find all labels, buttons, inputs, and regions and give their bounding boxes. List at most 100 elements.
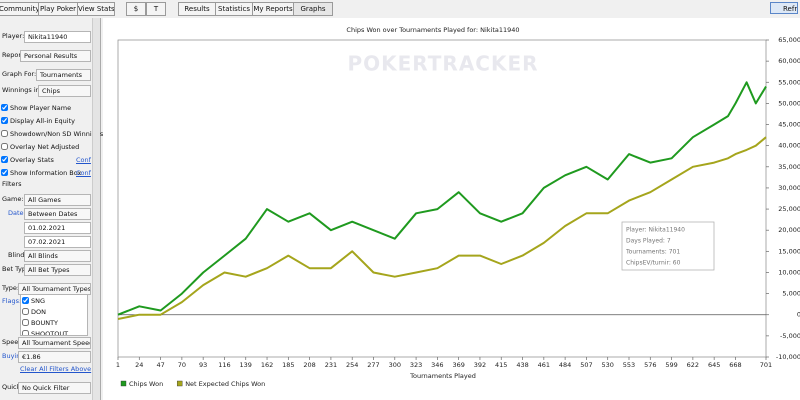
y-tick-label: 50,000 (778, 99, 800, 107)
checkbox-label: SHOOTOUT (31, 329, 69, 336)
dropdown[interactable]: All Games (24, 194, 91, 206)
checkbox[interactable] (1, 117, 8, 124)
label: Quick: (2, 383, 23, 391)
x-tick-label: 530 (601, 361, 613, 369)
checkbox-row: BOUNTY (22, 317, 58, 328)
sidebar: Player: Nikita11940 Report: Personal Res… (0, 18, 103, 400)
label: Date: (8, 209, 26, 217)
y-tick-label: -5,000 (780, 332, 800, 340)
tab-button[interactable]: Results (178, 2, 216, 16)
x-tick-label: 70 (178, 361, 186, 369)
checkbox[interactable] (22, 330, 29, 335)
y-tick-label: 5,000 (782, 290, 800, 298)
label: Buyin: (2, 352, 23, 360)
field[interactable]: €1.86 (18, 351, 91, 363)
checkbox[interactable] (1, 130, 8, 137)
date-field[interactable]: 01.02.2021 (24, 222, 91, 234)
scrollbar[interactable] (92, 18, 100, 400)
label: Bet Type: (2, 265, 33, 273)
info-line: Player: Nikita11940 (626, 227, 685, 234)
y-tick-label: 65,000 (778, 36, 800, 44)
y-tick-label: 45,000 (778, 121, 800, 129)
toolbar-button[interactable]: Play Poker (38, 2, 78, 16)
checkbox[interactable] (1, 143, 8, 150)
dropdown[interactable]: Chips (38, 85, 91, 97)
x-tick-label: 438 (516, 361, 528, 369)
label: Speed: (2, 338, 25, 346)
checkbox-row: Overlay Net Adjusted (1, 141, 79, 152)
dropdown[interactable]: Between Dates (24, 208, 91, 220)
currency-button[interactable]: T (146, 2, 166, 16)
toolbar-button[interactable]: Community (0, 2, 40, 16)
checkbox[interactable] (1, 104, 8, 111)
checkbox-row: DON (22, 306, 46, 317)
y-tick-label: 0 (797, 311, 800, 319)
x-tick-label: 208 (303, 361, 315, 369)
toolbar-button[interactable]: View Stats (77, 2, 115, 16)
checkbox[interactable] (22, 297, 29, 304)
x-tick-label: 553 (623, 361, 635, 369)
x-tick-label: 1 (116, 361, 120, 369)
clear-link[interactable]: Clear All Filters Above (20, 365, 92, 373)
y-tick-label: 40,000 (778, 142, 800, 150)
x-tick-label: 645 (708, 361, 720, 369)
y-tick-label: 10,000 (778, 268, 800, 276)
series-line (117, 136, 767, 320)
dropdown[interactable]: All Tournament Speeds (18, 337, 91, 349)
checkbox[interactable] (22, 308, 29, 315)
y-tick-label: 15,000 (778, 247, 800, 255)
tab-button[interactable]: My Reports (252, 2, 294, 16)
tab-button[interactable]: Statistics (215, 2, 253, 16)
label: Game: (2, 195, 24, 203)
dropdown[interactable]: All Bet Types (24, 264, 91, 276)
chart: Chips Won over Tournaments Played for: N… (103, 18, 800, 400)
checkbox-label: Show Information Box (10, 168, 82, 177)
x-tick-label: 93 (199, 361, 207, 369)
checkbox-row: Showdown/Non SD Winnings (1, 128, 103, 139)
x-tick-label: 599 (665, 361, 677, 369)
x-tick-label: 668 (729, 361, 741, 369)
x-tick-label: 162 (261, 361, 273, 369)
y-tick-label: 60,000 (778, 57, 800, 65)
checkbox-row: SNG (22, 295, 45, 306)
label: Winnings in: (2, 86, 42, 94)
checkbox[interactable] (1, 156, 8, 163)
info-line: Tournaments: 701 (625, 249, 680, 256)
x-tick-label: 47 (156, 361, 164, 369)
dropdown[interactable]: All Blinds (24, 250, 91, 262)
x-tick-label: 415 (495, 361, 507, 369)
config-link[interactable]: Conf (76, 155, 91, 164)
label: Report: (2, 51, 26, 59)
checkbox-label: SNG (31, 296, 46, 305)
label: Type: (2, 284, 20, 292)
checkbox[interactable] (22, 319, 29, 326)
tab-button[interactable]: Graphs (293, 2, 333, 16)
label: Flags: (2, 297, 22, 305)
x-tick-label: 507 (580, 361, 592, 369)
plot-area (117, 39, 767, 358)
chart-title: Chips Won over Tournaments Played for: N… (346, 26, 519, 34)
refresh-button[interactable]: Refresh (770, 2, 798, 14)
x-tick-label: 701 (760, 361, 772, 369)
checkbox-label: Overlay Stats (10, 155, 54, 164)
checkbox-label: Overlay Net Adjusted (10, 142, 80, 151)
config-link[interactable]: Conf (76, 168, 91, 177)
dropdown[interactable]: No Quick Filter (18, 382, 91, 394)
date-field[interactable]: 07.02.2021 (24, 236, 91, 248)
checkbox-label: Showdown/Non SD Winnings (10, 129, 104, 138)
dropdown[interactable]: Nikita11940 (24, 31, 91, 43)
dropdown[interactable]: Tournaments (36, 69, 91, 81)
checkbox-row: Overlay Stats Conf (1, 154, 91, 165)
x-tick-label: 461 (538, 361, 550, 369)
currency-button[interactable]: $ (126, 2, 146, 16)
x-tick-label: 346 (431, 361, 443, 369)
checkbox[interactable] (1, 169, 8, 176)
info-box (621, 221, 715, 271)
dropdown[interactable]: Personal Results (20, 50, 91, 62)
checkbox-label: DON (31, 307, 46, 316)
x-tick-label: 254 (346, 361, 358, 369)
y-tick-label: 30,000 (778, 184, 800, 192)
legend-label: Net Expected Chips Won (185, 380, 265, 388)
x-tick-label: 392 (474, 361, 486, 369)
